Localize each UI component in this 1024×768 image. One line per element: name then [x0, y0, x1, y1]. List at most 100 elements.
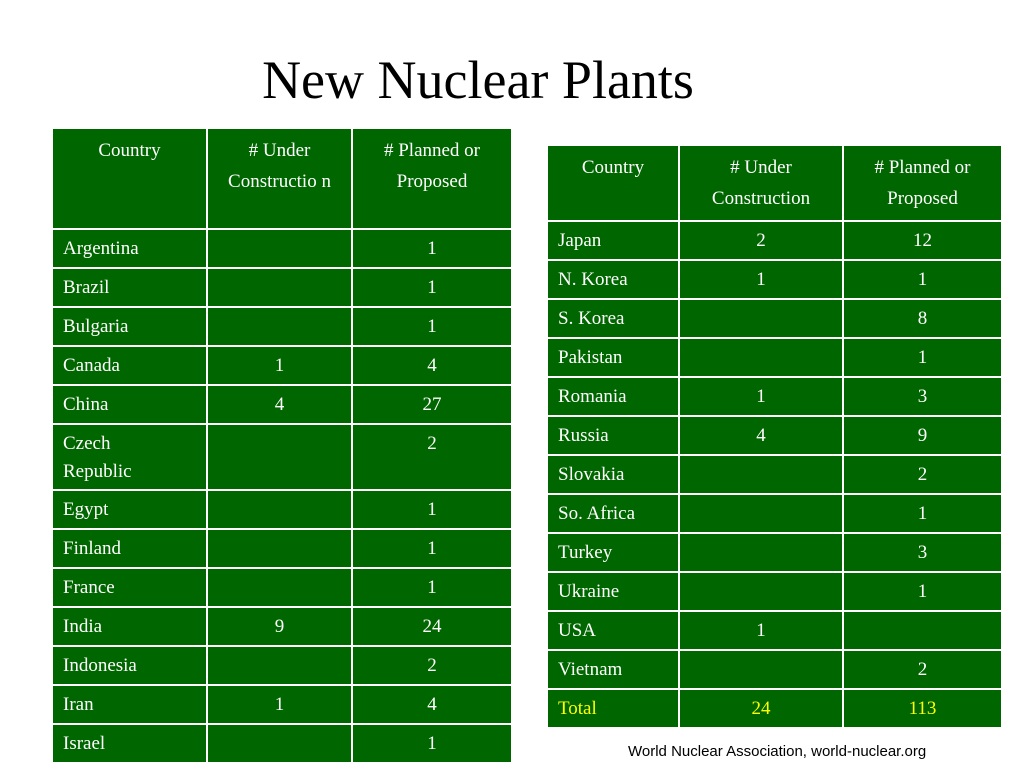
- under-construction-cell: [206, 306, 353, 347]
- under-construction-cell: 1: [206, 345, 353, 386]
- table-row: So. Africa 1: [546, 493, 1003, 534]
- under-construction-cell: [678, 493, 844, 534]
- under-construction-cell: 2: [678, 220, 844, 261]
- under-construction-cell: [206, 645, 353, 686]
- planned-cell: 2: [842, 454, 1003, 495]
- under-construction-cell: [206, 723, 353, 764]
- country-cell: Japan: [546, 220, 680, 261]
- table-row: S. Korea 8: [546, 298, 1003, 339]
- under-construction-cell: [206, 528, 353, 569]
- country-cell: Russia: [546, 415, 680, 456]
- country-cell: France: [51, 567, 208, 608]
- table-row: Brazil 1: [51, 267, 513, 308]
- under-construction-cell: [678, 649, 844, 690]
- planned-cell: 1: [842, 337, 1003, 378]
- country-cell: Turkey: [546, 532, 680, 573]
- under-construction-cell: [206, 423, 353, 491]
- country-cell: Czech Republic: [51, 423, 208, 491]
- table-row: Romania 1 3: [546, 376, 1003, 417]
- country-cell: Argentina: [51, 228, 208, 269]
- planned-cell: 1: [351, 528, 513, 569]
- nuclear-table-right: Country # Under Construction # Planned o…: [546, 144, 1003, 729]
- header-under-construction: # Under Constructio n: [206, 127, 353, 230]
- planned-cell: 1: [842, 259, 1003, 300]
- under-construction-cell: 4: [678, 415, 844, 456]
- header-planned-or-proposed: # Planned or Proposed: [351, 127, 513, 230]
- table-row: Czech Republic 2: [51, 423, 513, 491]
- planned-cell: 12: [842, 220, 1003, 261]
- planned-cell: 1: [842, 493, 1003, 534]
- table-header-row: Country # Under Construction # Planned o…: [546, 144, 1003, 222]
- table-row: China 4 27: [51, 384, 513, 425]
- table-row: Canada 1 4: [51, 345, 513, 386]
- header-under-construction: # Under Construction: [678, 144, 844, 222]
- under-construction-cell: [678, 454, 844, 495]
- country-cell: Total: [546, 688, 680, 729]
- table-row: India 9 24: [51, 606, 513, 647]
- table-row: N. Korea 1 1: [546, 259, 1003, 300]
- header-country: Country: [546, 144, 680, 222]
- under-construction-cell: [206, 489, 353, 530]
- planned-cell: 4: [351, 684, 513, 725]
- table-row: USA 1: [546, 610, 1003, 651]
- planned-cell: 2: [351, 645, 513, 686]
- header-country: Country: [51, 127, 208, 230]
- country-cell: N. Korea: [546, 259, 680, 300]
- planned-cell: 1: [351, 489, 513, 530]
- country-cell: Israel: [51, 723, 208, 764]
- country-cell: Vietnam: [546, 649, 680, 690]
- table-row: Pakistan 1: [546, 337, 1003, 378]
- under-construction-cell: 1: [678, 610, 844, 651]
- under-construction-cell: 1: [678, 259, 844, 300]
- country-cell: Pakistan: [546, 337, 680, 378]
- under-construction-cell: [678, 337, 844, 378]
- planned-cell: 2: [351, 423, 513, 491]
- planned-cell: 1: [351, 306, 513, 347]
- under-construction-cell: [206, 567, 353, 608]
- country-cell: Ukraine: [546, 571, 680, 612]
- table-header-row: Country # Under Constructio n # Planned …: [51, 127, 513, 230]
- country-cell: Romania: [546, 376, 680, 417]
- table-row: Egypt 1: [51, 489, 513, 530]
- country-cell: So. Africa: [546, 493, 680, 534]
- table-row: Bulgaria 1: [51, 306, 513, 347]
- under-construction-cell: 1: [206, 684, 353, 725]
- table-row: Ukraine 1: [546, 571, 1003, 612]
- planned-cell: 3: [842, 376, 1003, 417]
- table-row: Iran 1 4: [51, 684, 513, 725]
- planned-cell: 3: [842, 532, 1003, 573]
- under-construction-cell: [678, 571, 844, 612]
- planned-cell: 9: [842, 415, 1003, 456]
- table-row: France 1: [51, 567, 513, 608]
- country-cell: Egypt: [51, 489, 208, 530]
- under-construction-cell: [678, 298, 844, 339]
- planned-cell: 27: [351, 384, 513, 425]
- under-construction-cell: [206, 267, 353, 308]
- table-row: Slovakia 2: [546, 454, 1003, 495]
- country-cell: Brazil: [51, 267, 208, 308]
- planned-cell: 1: [842, 571, 1003, 612]
- country-cell: Finland: [51, 528, 208, 569]
- planned-cell: 24: [351, 606, 513, 647]
- country-cell: USA: [546, 610, 680, 651]
- country-cell: S. Korea: [546, 298, 680, 339]
- country-cell: China: [51, 384, 208, 425]
- under-construction-cell: [206, 228, 353, 269]
- under-construction-cell: 1: [678, 376, 844, 417]
- country-cell: India: [51, 606, 208, 647]
- country-cell: Slovakia: [546, 454, 680, 495]
- planned-cell: 1: [351, 267, 513, 308]
- country-cell: Iran: [51, 684, 208, 725]
- under-construction-cell: 24: [678, 688, 844, 729]
- country-cell: Canada: [51, 345, 208, 386]
- planned-cell: 1: [351, 567, 513, 608]
- country-cell: Bulgaria: [51, 306, 208, 347]
- table-row: Russia 4 9: [546, 415, 1003, 456]
- planned-cell: 1: [351, 723, 513, 764]
- table-row: Japan 2 12: [546, 220, 1003, 261]
- table-row: Vietnam 2: [546, 649, 1003, 690]
- planned-cell: [842, 610, 1003, 651]
- table-row: Turkey 3: [546, 532, 1003, 573]
- under-construction-cell: 4: [206, 384, 353, 425]
- table-row: Indonesia 2: [51, 645, 513, 686]
